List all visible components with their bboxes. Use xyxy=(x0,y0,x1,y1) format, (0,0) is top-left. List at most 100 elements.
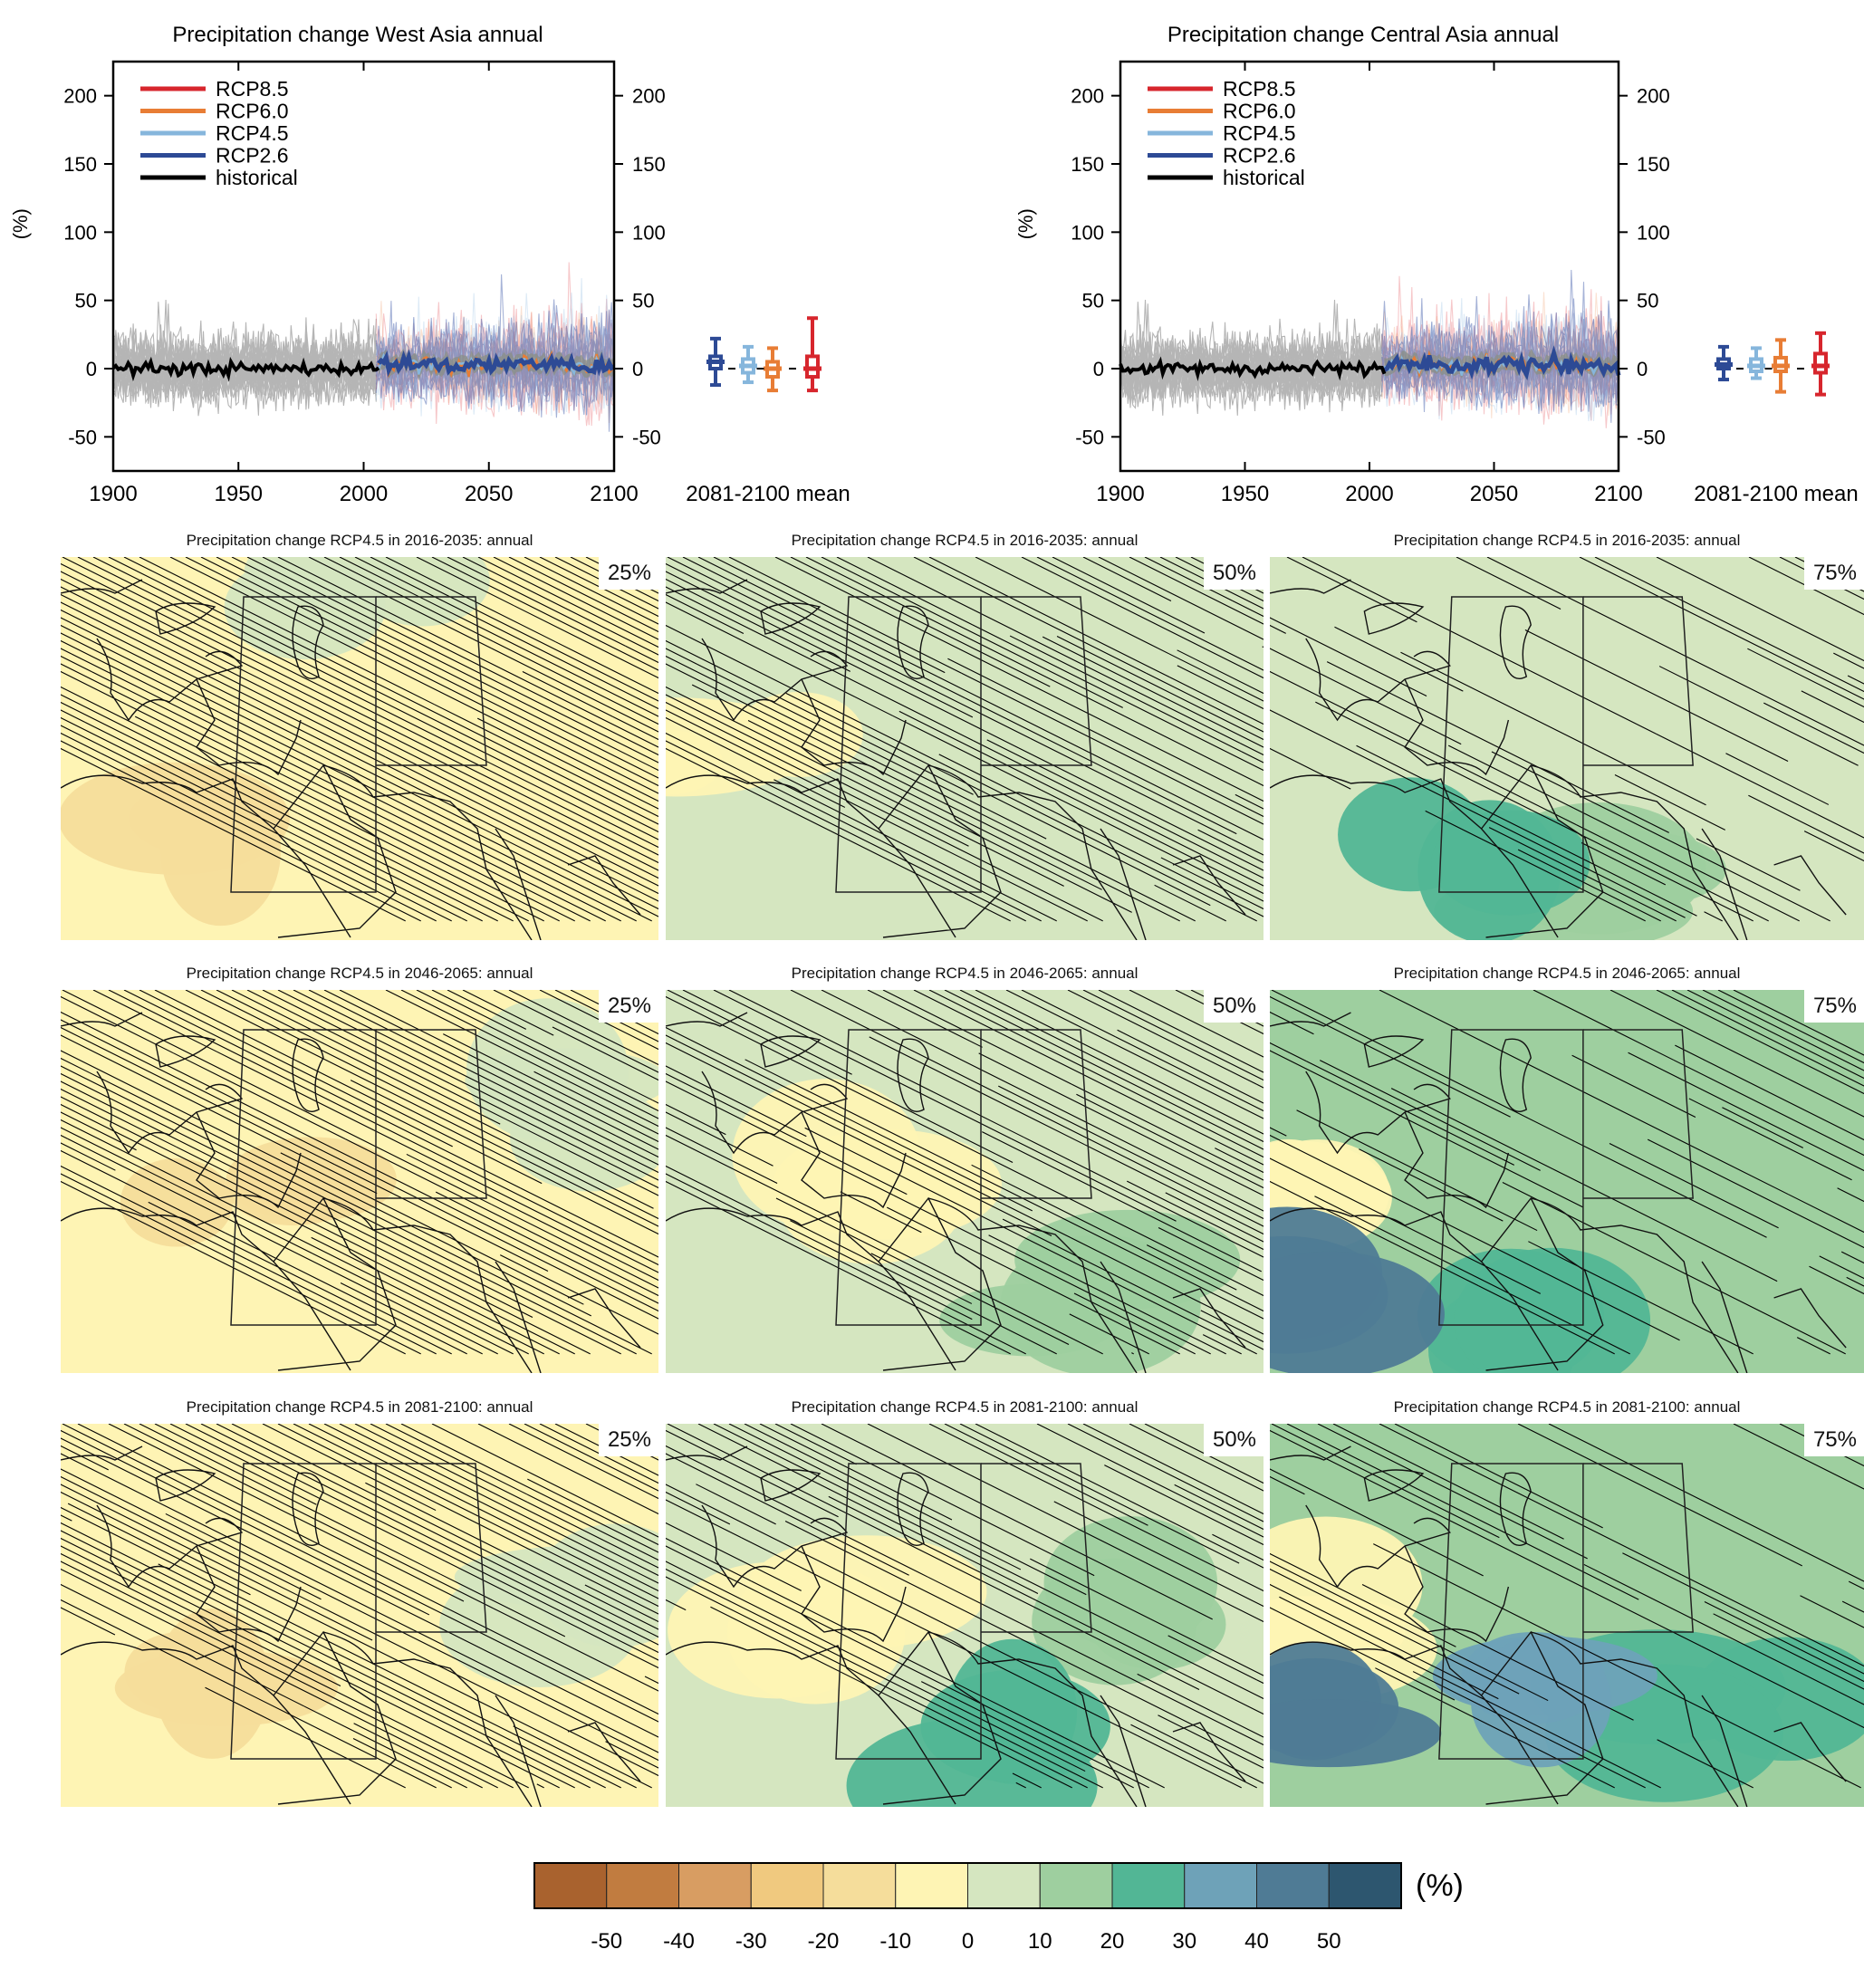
colorbar-tick-label: -30 xyxy=(735,1929,767,1954)
projection-model-line xyxy=(1381,313,1619,413)
west-asia-region-box xyxy=(835,1463,982,1760)
contour-region xyxy=(1270,1206,1445,1373)
significance-hatching xyxy=(666,990,1263,1355)
percentile-label: 50% xyxy=(1203,557,1263,590)
map-panel-title: Precipitation change RCP4.5 in 2016-2035… xyxy=(791,532,1139,549)
percentile-label: 25% xyxy=(598,557,658,590)
west-asia-region-box xyxy=(230,1029,377,1326)
y-tick-label: -50 xyxy=(68,426,97,448)
map-panel xyxy=(61,1424,658,1807)
y-tick-label: 200 xyxy=(1071,85,1104,108)
boxplot-axis-label: 2081-2100 mean xyxy=(686,482,850,506)
y-tick-label: 150 xyxy=(63,153,97,176)
central-asia-region-box xyxy=(1582,596,1694,766)
x-tick-label: 2050 xyxy=(465,482,513,506)
map-panel-title: Precipitation change RCP4.5 in 2046-2065… xyxy=(791,965,1139,982)
y-tick-label-right: 150 xyxy=(1637,153,1670,176)
coastline xyxy=(1270,579,1847,940)
colorbar-tick-label: 20 xyxy=(1100,1929,1125,1954)
colorbar-frame xyxy=(533,1862,1402,1909)
boxplot-axis-label: 2081-2100 mean xyxy=(1694,482,1858,506)
colorbar-tick-label: 30 xyxy=(1172,1929,1196,1954)
significance-hatching xyxy=(61,557,658,922)
colorbar-segment xyxy=(750,1862,824,1909)
x-tick-label: 2000 xyxy=(340,482,388,506)
coastline xyxy=(61,579,641,940)
x-tick-label: 1950 xyxy=(215,482,263,506)
colorbar-segment xyxy=(678,1862,752,1909)
plot-frame xyxy=(1119,60,1620,473)
black-sea-outline xyxy=(1363,1035,1425,1068)
contour-region xyxy=(120,1137,397,1247)
contour-region xyxy=(1417,1247,1651,1373)
map-panel xyxy=(666,557,1263,940)
historical-model-line xyxy=(112,327,377,402)
percentile-label: 75% xyxy=(1803,990,1864,1023)
percentile-label: 25% xyxy=(598,1424,658,1456)
chart-title: Precipitation change Central Asia annual xyxy=(1167,23,1559,47)
y-tick-label: 100 xyxy=(1071,221,1104,244)
caspian-sea-outline xyxy=(897,1472,929,1546)
x-tick-label: 2050 xyxy=(1470,482,1518,506)
caspian-sea-outline xyxy=(1499,605,1532,679)
black-sea-outline xyxy=(155,1035,216,1068)
legend-entry: RCP2.6 xyxy=(1223,144,1296,168)
west-asia-timeseries-chart: Precipitation change West Asia annual (%)… xyxy=(9,23,850,506)
y-tick-label: -50 xyxy=(1075,426,1104,448)
black-sea-outline xyxy=(760,602,822,635)
projection-model-line xyxy=(1381,314,1619,421)
y-tick-label-right: 100 xyxy=(1637,221,1670,244)
y-tick-label-right: 0 xyxy=(1637,358,1648,380)
projection-model-line xyxy=(1381,298,1619,421)
coastline xyxy=(666,1445,1246,1807)
percentile-label: 50% xyxy=(1203,990,1263,1023)
x-tick-label: 1900 xyxy=(89,482,137,506)
y-tick-label-right: 0 xyxy=(632,358,643,380)
y-tick-label: 100 xyxy=(63,221,97,244)
colorbar-segment xyxy=(1039,1862,1113,1909)
central-asia-region-box xyxy=(981,1029,1092,1199)
projection-model-line xyxy=(375,317,615,408)
y-tick-label: 50 xyxy=(75,290,97,312)
coastline xyxy=(666,1012,1246,1373)
central-asia-region-box xyxy=(1582,1029,1694,1199)
west-asia-region-box xyxy=(835,596,982,893)
projection-model-line xyxy=(375,301,615,412)
caspian-sea-outline xyxy=(1499,1038,1532,1112)
projection-model-line xyxy=(375,293,615,412)
map-panel xyxy=(1270,990,1864,1373)
map-panel xyxy=(666,990,1263,1373)
black-sea-outline xyxy=(1363,602,1425,635)
caspian-sea-outline xyxy=(292,1472,324,1546)
y-tick-label-right: -50 xyxy=(1637,426,1666,448)
contour-region xyxy=(1270,1641,1442,1768)
central-asia-region-box xyxy=(981,1463,1092,1633)
colorbar-tick-label: 50 xyxy=(1317,1929,1341,1954)
colorbar-tick-label: 0 xyxy=(962,1929,974,1954)
percentile-label: 75% xyxy=(1803,557,1864,590)
boxplot-box xyxy=(1813,351,1828,375)
central-asia-region-box xyxy=(981,596,1092,766)
y-tick-label: 0 xyxy=(1093,358,1104,380)
projection-model-line xyxy=(1381,319,1619,412)
y-axis-label: (%) xyxy=(1014,208,1037,239)
legend-entry: RCP6.0 xyxy=(216,100,289,123)
map-panel-title: Precipitation change RCP4.5 in 2081-2100… xyxy=(1393,1398,1741,1416)
x-tick-label: 1950 xyxy=(1221,482,1269,506)
colorbar-tick-label: -50 xyxy=(591,1929,622,1954)
central-asia-region-box xyxy=(376,1463,487,1633)
x-tick-label: 1900 xyxy=(1096,482,1144,506)
caspian-sea-outline xyxy=(897,605,929,679)
black-sea-outline xyxy=(155,1469,216,1502)
map-panel-title: Precipitation change RCP4.5 in 2081-2100… xyxy=(186,1398,533,1416)
central-asia-region-box xyxy=(376,596,487,766)
legend-entry: RCP4.5 xyxy=(216,121,289,145)
map-panel xyxy=(1270,1424,1864,1807)
caspian-sea-outline xyxy=(1499,1472,1532,1546)
significance-hatching xyxy=(61,990,658,1355)
projection-model-line xyxy=(1381,286,1619,425)
black-sea-outline xyxy=(760,1469,822,1502)
y-tick-label: 200 xyxy=(63,85,97,108)
